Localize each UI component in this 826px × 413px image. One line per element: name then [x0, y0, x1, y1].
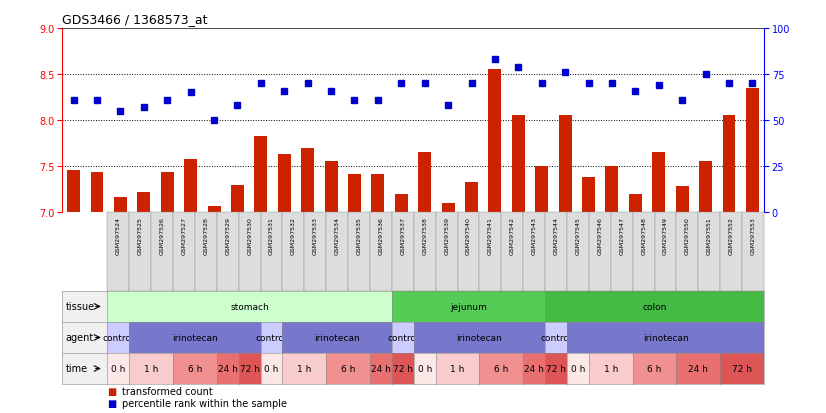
Text: irinotecan: irinotecan — [172, 333, 218, 342]
Text: 24 h: 24 h — [525, 364, 544, 373]
Bar — [67, 171, 80, 213]
Bar — [442, 204, 454, 213]
Text: GSM297530: GSM297530 — [247, 216, 252, 254]
Text: 6 h: 6 h — [648, 364, 662, 373]
Text: jejunum: jejunum — [450, 302, 487, 311]
Text: GSM297548: GSM297548 — [641, 216, 646, 254]
Text: GSM297524: GSM297524 — [116, 216, 121, 254]
Text: GSM297544: GSM297544 — [553, 216, 558, 254]
Text: GSM297541: GSM297541 — [488, 216, 493, 254]
Text: control: control — [256, 333, 287, 342]
Bar — [161, 172, 173, 213]
Bar — [278, 155, 291, 213]
Text: GDS3466 / 1368573_at: GDS3466 / 1368573_at — [62, 13, 207, 26]
Bar — [723, 116, 735, 213]
Text: GSM297526: GSM297526 — [159, 216, 164, 254]
Text: GSM297539: GSM297539 — [444, 216, 449, 254]
Text: GSM297525: GSM297525 — [138, 216, 143, 254]
Text: GSM297551: GSM297551 — [707, 216, 712, 254]
Text: GSM297528: GSM297528 — [203, 216, 208, 254]
Bar — [372, 174, 384, 213]
Text: time: time — [65, 363, 88, 374]
Text: ■: ■ — [107, 398, 116, 408]
Text: GSM297533: GSM297533 — [313, 216, 318, 254]
Text: GSM297536: GSM297536 — [378, 216, 383, 254]
Text: GSM297545: GSM297545 — [576, 216, 581, 254]
Text: GSM297553: GSM297553 — [751, 216, 756, 254]
Text: 0 h: 0 h — [418, 364, 432, 373]
Text: irinotecan: irinotecan — [315, 333, 360, 342]
Bar — [325, 161, 338, 213]
Text: GSM297549: GSM297549 — [663, 216, 668, 254]
Text: 1 h: 1 h — [297, 364, 311, 373]
Text: GSM297527: GSM297527 — [182, 216, 187, 254]
Bar — [254, 136, 268, 213]
Text: 72 h: 72 h — [393, 364, 413, 373]
Text: 6 h: 6 h — [494, 364, 509, 373]
Bar — [558, 116, 572, 213]
Bar — [231, 185, 244, 213]
Text: 0 h: 0 h — [571, 364, 585, 373]
Bar — [653, 153, 665, 213]
Text: GSM297552: GSM297552 — [729, 216, 733, 254]
Text: 0 h: 0 h — [264, 364, 278, 373]
Text: colon: colon — [643, 302, 667, 311]
Text: GSM297543: GSM297543 — [532, 216, 537, 254]
Text: 1 h: 1 h — [604, 364, 618, 373]
Text: GSM297535: GSM297535 — [357, 216, 362, 254]
Text: GSM297550: GSM297550 — [685, 216, 690, 254]
Bar — [676, 187, 689, 213]
Bar — [114, 197, 127, 213]
Text: control: control — [540, 333, 572, 342]
Text: ■: ■ — [107, 386, 116, 396]
Text: agent: agent — [65, 332, 94, 343]
Text: GSM297537: GSM297537 — [401, 216, 406, 254]
Bar — [605, 167, 619, 213]
Text: GSM297534: GSM297534 — [335, 216, 339, 254]
Text: control: control — [387, 333, 419, 342]
Text: 1 h: 1 h — [450, 364, 465, 373]
Bar — [395, 195, 408, 213]
Bar — [207, 206, 221, 213]
Text: 24 h: 24 h — [218, 364, 238, 373]
Text: 6 h: 6 h — [188, 364, 202, 373]
Text: percentile rank within the sample: percentile rank within the sample — [122, 398, 287, 408]
Text: GSM297547: GSM297547 — [620, 216, 624, 254]
Text: transformed count: transformed count — [122, 386, 213, 396]
Bar — [535, 167, 548, 213]
Bar — [582, 178, 595, 213]
Bar — [348, 175, 361, 213]
Text: GSM297538: GSM297538 — [422, 216, 427, 254]
Bar — [512, 116, 525, 213]
Bar — [746, 89, 759, 213]
Text: GSM297542: GSM297542 — [510, 216, 515, 254]
Text: 24 h: 24 h — [688, 364, 709, 373]
Text: GSM297531: GSM297531 — [269, 216, 274, 254]
Bar — [488, 70, 501, 213]
Text: 24 h: 24 h — [371, 364, 391, 373]
Bar — [418, 153, 431, 213]
Text: irinotecan: irinotecan — [643, 333, 688, 342]
Text: GSM297532: GSM297532 — [291, 216, 296, 254]
Bar — [699, 161, 712, 213]
Text: control: control — [102, 333, 134, 342]
Text: 72 h: 72 h — [546, 364, 566, 373]
Text: 6 h: 6 h — [341, 364, 355, 373]
Text: GSM297546: GSM297546 — [597, 216, 602, 254]
Text: 1 h: 1 h — [144, 364, 159, 373]
Bar — [184, 159, 197, 213]
Text: tissue: tissue — [65, 301, 95, 312]
Bar — [629, 195, 642, 213]
Text: irinotecan: irinotecan — [457, 333, 502, 342]
Text: GSM297529: GSM297529 — [225, 216, 230, 254]
Bar — [137, 192, 150, 213]
Text: GSM297540: GSM297540 — [466, 216, 471, 254]
Bar — [91, 172, 103, 213]
Text: 72 h: 72 h — [240, 364, 259, 373]
Bar — [301, 148, 314, 213]
Text: stomach: stomach — [230, 302, 269, 311]
Bar — [465, 183, 478, 213]
Text: 0 h: 0 h — [112, 364, 126, 373]
Text: 72 h: 72 h — [732, 364, 752, 373]
